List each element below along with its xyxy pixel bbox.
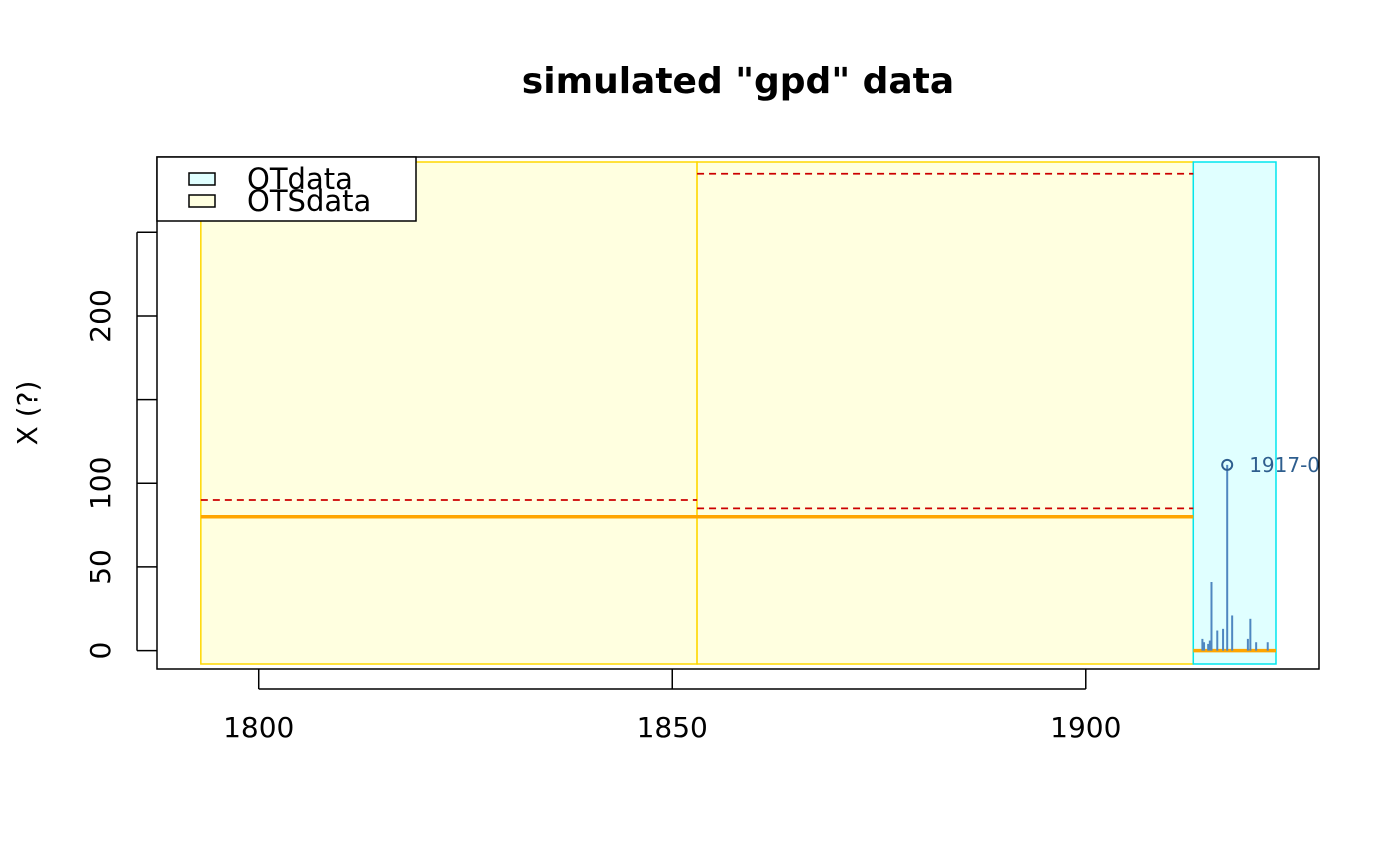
legend-box — [156, 156, 417, 222]
legend-label-otdata: OTdata — [247, 162, 353, 196]
y-tick-label: 200 — [84, 289, 117, 342]
legend-swatch-otsdata — [188, 194, 216, 208]
plot-area: 1917-0 — [200, 161, 1320, 665]
max-event-marker — [1221, 458, 1234, 471]
y-axis-title: X (?) — [11, 381, 44, 446]
y-tick-label: 0 — [84, 642, 117, 660]
x-tick-label: 1850 — [637, 711, 708, 744]
x-tick-label: 1800 — [223, 711, 294, 744]
y-tick-label: 100 — [84, 457, 117, 510]
x-tick-label: 1900 — [1050, 711, 1121, 744]
axes: 1800 1850 1900 0 50 100 200 — [84, 156, 1320, 744]
plot-clip-group: 1917-0 — [200, 161, 1320, 665]
max-event-label: 1917-0 — [1249, 453, 1320, 477]
block-otsdata-2 — [696, 161, 1195, 665]
block-otdata-3 — [1192, 161, 1277, 665]
y-tick-label: 50 — [84, 549, 117, 585]
block-otsdata-1 — [200, 161, 698, 665]
legend-swatch-otdata — [188, 172, 216, 186]
chart-title: simulated "gpd" data — [522, 61, 954, 102]
legend-label-otsdata: OTSdata — [247, 184, 371, 218]
plot-frame — [156, 156, 1320, 670]
